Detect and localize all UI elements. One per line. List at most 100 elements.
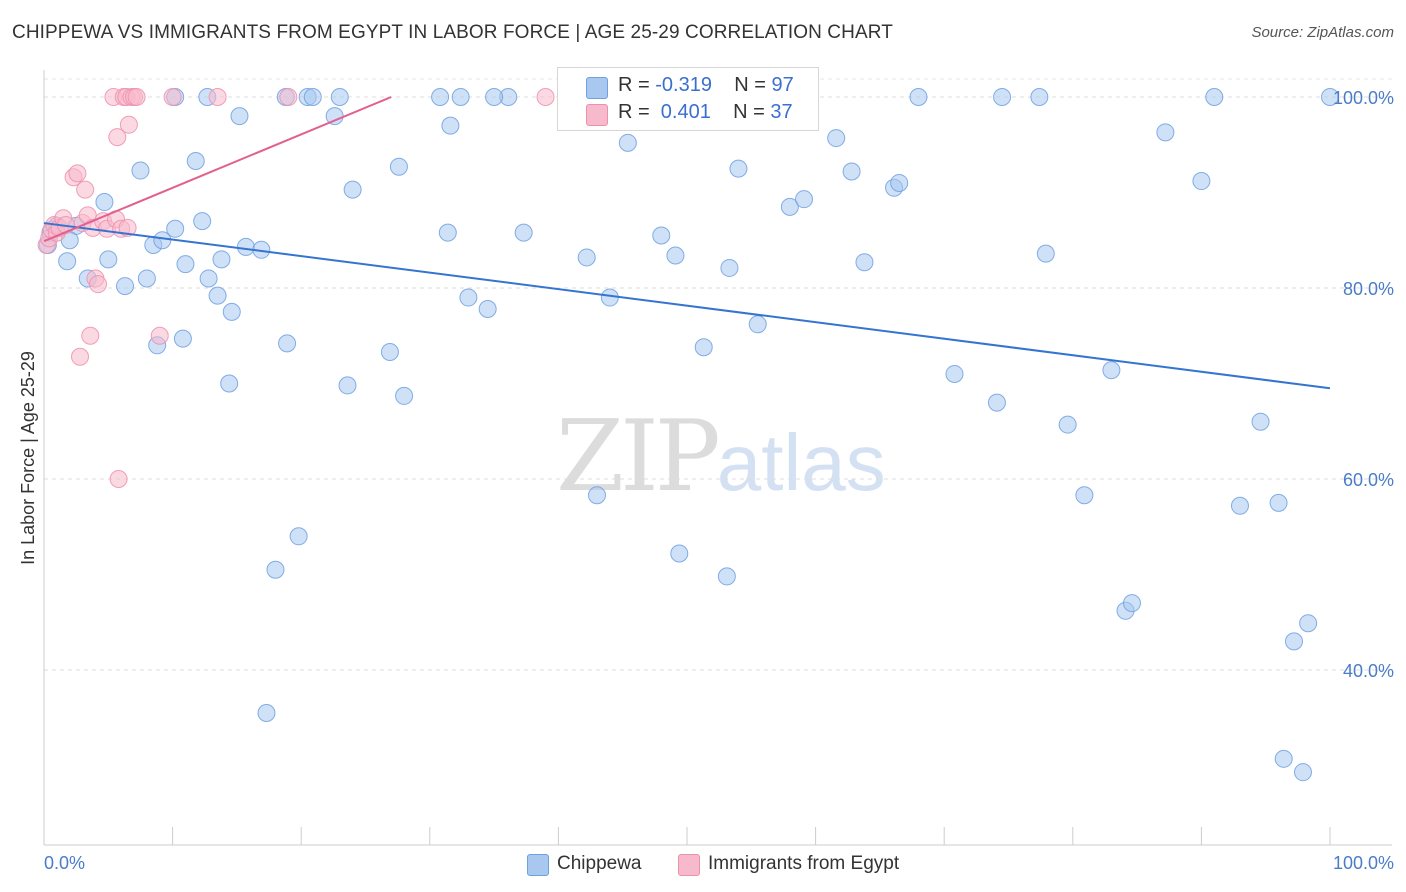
- chippewa-point: [173, 329, 192, 348]
- r-label: R =: [618, 101, 650, 123]
- chippewa-point: [514, 223, 533, 242]
- chippewa-point: [855, 253, 874, 272]
- chippewa-point: [438, 223, 457, 242]
- chippewa-point: [1036, 244, 1055, 263]
- chippewa-point: [330, 88, 349, 106]
- chippewa-point: [618, 133, 637, 152]
- chippewa-point: [58, 252, 77, 271]
- y-tick-label: 80.0%: [1343, 279, 1394, 299]
- chippewa-point: [395, 386, 414, 405]
- chippewa-point: [137, 269, 156, 288]
- chippewa-point: [1269, 493, 1288, 512]
- egypt-point: [150, 326, 169, 345]
- chippewa-point: [257, 703, 276, 722]
- y-tick-label: 40.0%: [1343, 661, 1394, 681]
- chippewa-point: [1205, 88, 1224, 106]
- chippewa-point: [717, 567, 736, 586]
- chippewa-point: [780, 197, 799, 216]
- x-tick-label: 0.0%: [44, 853, 85, 873]
- chippewa-point: [389, 157, 408, 176]
- stats-legend: R = -0.319 N = 97 R = 0.401 N = 37: [557, 67, 819, 131]
- chippewa-point: [431, 88, 450, 106]
- chippewa-point: [987, 393, 1006, 412]
- chippewa-point: [451, 88, 470, 106]
- n-label: N =: [733, 101, 765, 123]
- egypt-swatch: [678, 854, 700, 876]
- egypt-point: [76, 180, 95, 199]
- axis-layer: [43, 70, 1392, 846]
- chippewa-point: [993, 88, 1012, 106]
- chippewa-point: [116, 277, 135, 296]
- chippewa-point: [652, 226, 671, 245]
- egypt-point: [108, 128, 127, 147]
- chippewa-point: [222, 302, 241, 321]
- chart-source: Source: ZipAtlas.com: [1251, 24, 1394, 41]
- chippewa-point: [694, 338, 713, 357]
- r-value: -0.319: [655, 74, 712, 96]
- chart-title: CHIPPEWA VS IMMIGRANTS FROM EGYPT IN LAB…: [12, 22, 893, 43]
- grid-layer: [44, 78, 1392, 671]
- chippewa-point: [236, 237, 255, 256]
- chippewa-point: [266, 560, 285, 579]
- chippewa-point: [1075, 486, 1094, 505]
- egypt-point: [109, 470, 128, 488]
- chippewa-point: [666, 246, 685, 265]
- chippewa-point: [1299, 614, 1318, 633]
- chippewa-point: [1122, 594, 1141, 613]
- watermark-atlas: atlas: [716, 418, 886, 507]
- n-label: N =: [734, 74, 766, 96]
- chippewa-point: [208, 286, 227, 305]
- chippewa-point: [600, 288, 619, 307]
- chippewa-point: [303, 88, 322, 106]
- egypt-swatch: [586, 104, 608, 126]
- chippewa-point: [131, 161, 150, 180]
- chippewa-point: [1284, 632, 1303, 651]
- chippewa-point: [176, 255, 195, 274]
- chippewa-point: [186, 151, 205, 170]
- legend-label: Chippewa: [557, 853, 642, 874]
- chippewa-point: [220, 374, 239, 393]
- chippewa-point: [99, 250, 118, 269]
- chippewa-point: [577, 248, 596, 267]
- chippewa-point: [827, 129, 846, 148]
- chippewa-point: [459, 288, 478, 307]
- chippewa-swatch: [527, 854, 549, 876]
- chippewa-point: [1030, 88, 1049, 106]
- y-tick-label: 60.0%: [1343, 470, 1394, 490]
- egypt-point: [536, 88, 555, 106]
- stats-text: R = 0.401 N = 37: [618, 101, 793, 124]
- chippewa-point: [230, 107, 249, 126]
- chippewa-point: [166, 219, 185, 238]
- chippewa-point: [1251, 412, 1270, 431]
- chippewa-point: [1156, 123, 1175, 142]
- y-tick-label: 100.0%: [1333, 88, 1394, 108]
- chippewa-trend-line: [43, 222, 1331, 390]
- x-tick-label: 100.0%: [1333, 853, 1394, 873]
- chippewa-point: [842, 162, 861, 181]
- chippewa-point: [441, 116, 460, 135]
- egypt-point: [119, 115, 138, 134]
- chippewa-point: [485, 88, 504, 106]
- point-layer: [37, 88, 1339, 782]
- chippewa-point: [212, 250, 231, 269]
- chippewa-point: [587, 486, 606, 505]
- egypt-point: [127, 88, 146, 106]
- watermark-zip: ZIP: [556, 400, 721, 514]
- chippewa-point: [670, 544, 689, 563]
- chippewa-point: [380, 342, 399, 361]
- egypt-point: [71, 347, 90, 366]
- trend-layer: [43, 96, 1331, 390]
- chippewa-point: [289, 527, 308, 546]
- watermark: ZIPatlas: [556, 400, 886, 514]
- chippewa-point: [343, 180, 362, 199]
- egypt-point: [208, 88, 227, 106]
- chippewa-point: [338, 376, 357, 395]
- egypt-point: [118, 218, 137, 237]
- chippewa-point: [1321, 88, 1339, 106]
- chippewa-point: [278, 334, 297, 353]
- chippewa-swatch: [586, 77, 608, 99]
- legend-label: Immigrants from Egypt: [708, 853, 900, 874]
- chippewa-point: [1293, 763, 1312, 782]
- chippewa-point: [890, 173, 909, 192]
